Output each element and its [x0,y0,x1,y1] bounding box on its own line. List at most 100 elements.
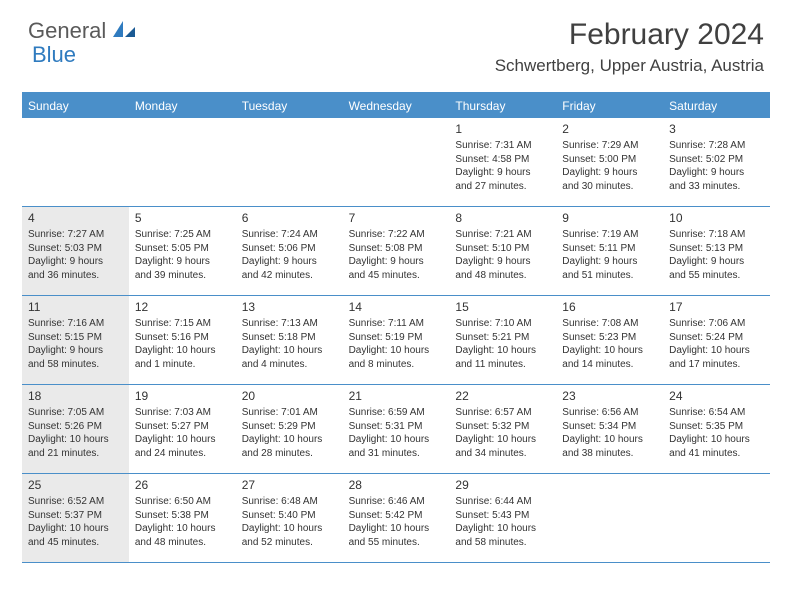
day-detail-line: Daylight: 10 hours [135,433,230,447]
day-detail-line: Daylight: 10 hours [669,433,764,447]
month-title: February 2024 [495,18,764,52]
day-detail-line: Sunrise: 7:10 AM [455,317,550,331]
day-detail-line: Sunset: 5:38 PM [135,509,230,523]
day-detail-line: Sunset: 5:00 PM [562,153,657,167]
page-header: General February 2024 Schwertberg, Upper… [0,0,792,82]
day-detail-line: Sunset: 5:19 PM [349,331,444,345]
day-detail-line: Sunset: 5:32 PM [455,420,550,434]
day-detail-line: Sunrise: 7:03 AM [135,406,230,420]
day-cell: 21Sunrise: 6:59 AMSunset: 5:31 PMDayligh… [343,385,450,473]
day-cell: 1Sunrise: 7:31 AMSunset: 4:58 PMDaylight… [449,118,556,206]
day-cell [129,118,236,206]
day-detail-line: Sunset: 5:05 PM [135,242,230,256]
day-detail-line: Sunrise: 7:01 AM [242,406,337,420]
weekday-header-row: SundayMondayTuesdayWednesdayThursdayFrid… [22,94,770,118]
day-number: 16 [562,299,657,315]
day-detail-line: and 8 minutes. [349,358,444,372]
day-detail-line: Sunset: 5:35 PM [669,420,764,434]
day-number: 25 [28,477,123,493]
day-cell: 11Sunrise: 7:16 AMSunset: 5:15 PMDayligh… [22,296,129,384]
day-detail-line: Sunrise: 6:54 AM [669,406,764,420]
week-row: 25Sunrise: 6:52 AMSunset: 5:37 PMDayligh… [22,474,770,563]
day-number: 7 [349,210,444,226]
day-number: 29 [455,477,550,493]
day-cell: 18Sunrise: 7:05 AMSunset: 5:26 PMDayligh… [22,385,129,473]
day-detail-line: Sunrise: 7:21 AM [455,228,550,242]
day-detail-line: Sunrise: 7:06 AM [669,317,764,331]
day-detail-line: Sunrise: 7:25 AM [135,228,230,242]
day-cell: 2Sunrise: 7:29 AMSunset: 5:00 PMDaylight… [556,118,663,206]
day-detail-line: Daylight: 9 hours [562,255,657,269]
day-detail-line: and 39 minutes. [135,269,230,283]
day-cell: 25Sunrise: 6:52 AMSunset: 5:37 PMDayligh… [22,474,129,562]
day-cell [663,474,770,562]
day-number: 12 [135,299,230,315]
day-detail-line: Daylight: 9 hours [669,255,764,269]
day-detail-line: Sunrise: 6:44 AM [455,495,550,509]
day-cell: 27Sunrise: 6:48 AMSunset: 5:40 PMDayligh… [236,474,343,562]
day-detail-line: Daylight: 10 hours [669,344,764,358]
day-detail-line: Sunset: 5:40 PM [242,509,337,523]
day-detail-line: and 28 minutes. [242,447,337,461]
weekday-header: Monday [129,94,236,118]
day-detail-line: and 55 minutes. [349,536,444,550]
day-detail-line: Sunset: 5:16 PM [135,331,230,345]
logo-text-general: General [28,18,106,44]
weeks-container: 1Sunrise: 7:31 AMSunset: 4:58 PMDaylight… [22,118,770,563]
day-detail-line: Sunrise: 7:11 AM [349,317,444,331]
day-detail-line: and 24 minutes. [135,447,230,461]
day-detail-line: and 42 minutes. [242,269,337,283]
day-detail-line: Daylight: 9 hours [135,255,230,269]
day-detail-line: Sunrise: 7:24 AM [242,228,337,242]
week-row: 1Sunrise: 7:31 AMSunset: 4:58 PMDaylight… [22,118,770,207]
day-detail-line: Sunrise: 7:31 AM [455,139,550,153]
day-detail-line: Sunset: 5:43 PM [455,509,550,523]
day-detail-line: Sunrise: 7:16 AM [28,317,123,331]
day-detail-line: Sunset: 5:27 PM [135,420,230,434]
day-detail-line: Sunrise: 6:56 AM [562,406,657,420]
logo-sail-icon [111,19,137,44]
day-detail-line: and 48 minutes. [455,269,550,283]
day-cell: 24 Sunrise: 6:54 AMSunset: 5:35 PMDayligh… [663,385,770,473]
day-number: 15 [455,299,550,315]
day-number: 26 [135,477,230,493]
day-detail-line: Sunset: 5:26 PM [28,420,123,434]
day-detail-line: and 21 minutes. [28,447,123,461]
day-cell: 5Sunrise: 7:25 AMSunset: 5:05 PMDaylight… [129,207,236,295]
day-detail-line: and 45 minutes. [349,269,444,283]
day-cell: 8Sunrise: 7:21 AMSunset: 5:10 PMDaylight… [449,207,556,295]
day-number: 18 [28,388,123,404]
day-detail-line: and 31 minutes. [349,447,444,461]
week-row: 11Sunrise: 7:16 AMSunset: 5:15 PMDayligh… [22,296,770,385]
day-detail-line: Sunrise: 6:52 AM [28,495,123,509]
day-detail-line: Sunrise: 7:28 AM [669,139,764,153]
day-detail-line: and 52 minutes. [242,536,337,550]
day-number: 21 [349,388,444,404]
day-number: 24 [669,388,764,404]
day-detail-line: Daylight: 10 hours [349,344,444,358]
day-detail-line: Sunset: 5:23 PM [562,331,657,345]
day-detail-line: Sunrise: 7:05 AM [28,406,123,420]
day-cell: 26Sunrise: 6:50 AMSunset: 5:38 PMDayligh… [129,474,236,562]
day-detail-line: and 11 minutes. [455,358,550,372]
day-number: 22 [455,388,550,404]
weekday-header: Sunday [22,94,129,118]
day-cell: 22Sunrise: 6:57 AMSunset: 5:32 PMDayligh… [449,385,556,473]
day-detail-line: Sunrise: 6:46 AM [349,495,444,509]
day-cell: 17Sunrise: 7:06 AMSunset: 5:24 PMDayligh… [663,296,770,384]
day-cell: 15Sunrise: 7:10 AMSunset: 5:21 PMDayligh… [449,296,556,384]
day-detail-line: Sunset: 5:11 PM [562,242,657,256]
day-detail-line: Sunrise: 7:08 AM [562,317,657,331]
day-detail-line: Daylight: 9 hours [28,344,123,358]
weekday-header: Friday [556,94,663,118]
day-detail-line: Daylight: 9 hours [349,255,444,269]
day-cell [343,118,450,206]
day-detail-line: Sunset: 5:10 PM [455,242,550,256]
day-detail-line: Daylight: 9 hours [562,166,657,180]
day-detail-line: Sunrise: 7:22 AM [349,228,444,242]
day-detail-line: Daylight: 10 hours [135,344,230,358]
day-number: 28 [349,477,444,493]
day-detail-line: and 33 minutes. [669,180,764,194]
day-detail-line: Sunset: 5:15 PM [28,331,123,345]
day-detail-line: Sunrise: 7:13 AM [242,317,337,331]
